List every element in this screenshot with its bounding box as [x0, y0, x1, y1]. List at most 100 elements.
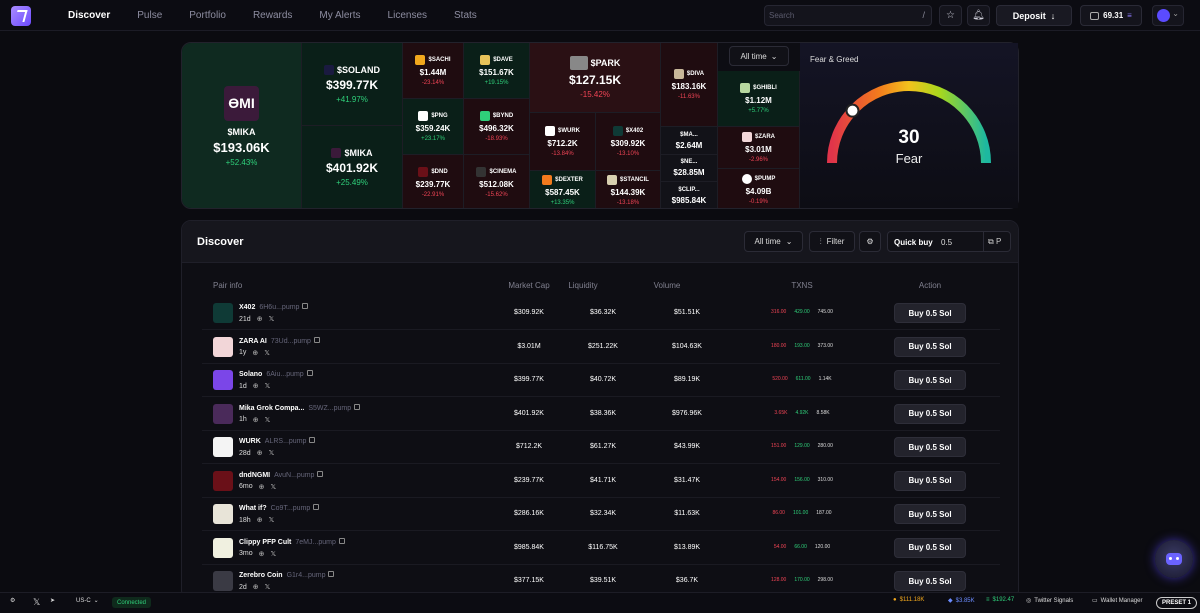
- globe-icon[interactable]: ⊕: [252, 584, 259, 591]
- preset-button[interactable]: PRESET 1: [1156, 597, 1198, 609]
- buy-button[interactable]: Buy 0.5 Sol: [894, 470, 966, 491]
- x-twitter-icon[interactable]: 𝕏: [270, 483, 277, 491]
- buy-button[interactable]: Buy 0.5 Sol: [894, 336, 966, 357]
- column-volume[interactable]: Volume: [653, 281, 681, 290]
- globe-icon[interactable]: ⊕: [252, 383, 259, 390]
- table-row[interactable]: WURK ALRS...pump 28d ⊕ 𝕏 $712.2K $61.27K $43.99…: [202, 431, 1000, 464]
- globe-icon[interactable]: ⊕: [256, 450, 263, 457]
- globe-icon[interactable]: ⊕: [258, 550, 265, 558]
- table-row[interactable]: Solano 6Aiu...pump 1d ⊕ 𝕏 $399.77K $40.72K $89.…: [202, 364, 1000, 397]
- heatmap-tile[interactable]: $NE... $28.85M: [661, 155, 718, 182]
- column-market-cap[interactable]: Market Cap: [508, 281, 550, 290]
- token-name[interactable]: X402 6H6u...pump: [239, 303, 309, 311]
- heatmap-tile[interactable]: $DIVA $183.16K -11.63%: [661, 43, 718, 127]
- heatmap-tile[interactable]: $WURK $712.2K -13.84%: [530, 113, 596, 171]
- buy-button[interactable]: Buy 0.5 Sol: [894, 370, 966, 390]
- heatmap-tile[interactable]: $CINEMA $512.08K -15.62%: [464, 155, 530, 208]
- x-twitter-icon[interactable]: 𝕏: [33, 597, 41, 607]
- token-name[interactable]: WURK ALRS...pump: [239, 437, 316, 445]
- app-logo[interactable]: [11, 6, 31, 26]
- copy-icon[interactable]: [309, 437, 316, 443]
- heatmap-tile[interactable]: ƟMI $MIKA $193.06K +52.43%: [182, 43, 302, 208]
- heatmap-tile[interactable]: $SOLAND $399.77K +41.97%: [302, 43, 403, 126]
- table-row[interactable]: What if? Co9T...pump 18h ⊕ 𝕏 $286.16K $32.34K $…: [202, 498, 1000, 531]
- heatmap-tile[interactable]: $GHIBLI $1.12M +5.77%: [718, 71, 800, 127]
- nav-portfolio[interactable]: Portfolio: [189, 10, 226, 21]
- nav-my-alerts[interactable]: My Alerts: [319, 10, 361, 21]
- heatmap-tile[interactable]: $DEXTER $587.45K +13.35%: [530, 171, 596, 208]
- heatmap-tile[interactable]: $PARK $127.15K -15.42%: [530, 43, 661, 113]
- token-name[interactable]: What if? Co9T...pump: [239, 504, 320, 512]
- nav-stats[interactable]: Stats: [454, 10, 477, 21]
- token-name[interactable]: dndNGMI AvuN...pump: [239, 470, 324, 479]
- x-twitter-icon[interactable]: 𝕏: [264, 584, 271, 591]
- token-name[interactable]: Zerebro Coin G1r4...pump: [239, 571, 335, 579]
- table-row[interactable]: X402 6H6u...pump 21d ⊕ 𝕏 $309.92K $36.32K $51.5…: [202, 297, 1000, 330]
- buy-button[interactable]: Buy 0.5 Sol: [894, 303, 966, 323]
- table-row[interactable]: ZARA AI 73Ud...pump 1y ⊕ 𝕏 $3.01M $251.22K $104…: [202, 331, 1000, 364]
- heatmap-tile[interactable]: $SACHI $1.44M -23.14%: [403, 43, 464, 99]
- table-row[interactable]: dndNGMI AvuN...pump 6mo ⊕ 𝕏 $239.77K $41.71K $3…: [202, 465, 1000, 498]
- heatmap-tile[interactable]: $X402 $309.92K -13.10%: [596, 113, 661, 171]
- settings-icon[interactable]: ⚙: [10, 598, 16, 604]
- time-filter-dropdown[interactable]: All time ⌄: [744, 231, 803, 252]
- settings-gear-icon[interactable]: ⚙: [859, 231, 881, 252]
- table-row[interactable]: Mika Grok Compa... S5WZ...pump 1h ⊕ 𝕏 $401.92…: [202, 398, 1000, 431]
- token-name[interactable]: ZARA AI 73Ud...pump: [239, 336, 320, 345]
- token-name[interactable]: Clippy PFP Cult 7eMJ...pump: [239, 537, 345, 546]
- column-txns[interactable]: TXNS: [791, 281, 813, 290]
- table-row[interactable]: Clippy PFP Cult 7eMJ...pump 3mo ⊕ 𝕏 $985.84K $…: [202, 532, 1000, 565]
- x-twitter-icon[interactable]: 𝕏: [268, 517, 275, 524]
- heatmap-tile[interactable]: $MA... $2.64M: [661, 127, 718, 155]
- buy-button[interactable]: Buy 0.5 Sol: [894, 437, 966, 457]
- globe-icon[interactable]: ⊕: [252, 349, 259, 357]
- token-name[interactable]: Mika Grok Compa... S5WZ...pump: [239, 403, 361, 412]
- copy-icon[interactable]: [338, 537, 345, 544]
- star-icon[interactable]: ☆: [939, 5, 962, 26]
- heatmap-tile[interactable]: $DND $239.77K -22.91%: [403, 155, 464, 208]
- x-twitter-icon[interactable]: 𝕏: [264, 416, 271, 424]
- copy-icon[interactable]: [354, 403, 361, 410]
- globe-icon[interactable]: ⊕: [256, 517, 263, 524]
- region-selector[interactable]: US-C ⌄: [76, 597, 99, 605]
- filter-button[interactable]: ⫶ Filter: [809, 231, 855, 252]
- twitter-signals-button[interactable]: ◎ Twitter Signals: [1026, 597, 1074, 605]
- deposit-button[interactable]: Deposit ↓: [996, 5, 1072, 26]
- wallet-manager-button[interactable]: ▭ Wallet Manager: [1092, 597, 1143, 605]
- user-menu[interactable]: ⌄: [1152, 5, 1184, 26]
- buy-button[interactable]: Buy 0.5 Sol: [894, 571, 966, 591]
- heatmap-tile[interactable]: $PUMP $4.09B -0.19%: [718, 169, 800, 208]
- heatmap-tile[interactable]: $STANCIL $144.39K -13.18%: [596, 171, 661, 208]
- buy-button[interactable]: Buy 0.5 Sol: [894, 504, 966, 524]
- bell-icon[interactable]: 🔔︎: [967, 5, 990, 26]
- buy-button[interactable]: Buy 0.5 Sol: [894, 537, 966, 558]
- token-name[interactable]: Solano 6Aiu...pump: [239, 370, 313, 378]
- heatmap-tile[interactable]: $MIKA $401.92K +25.49%: [302, 126, 403, 208]
- copy-icon[interactable]: [317, 470, 324, 477]
- nav-discover[interactable]: Discover: [68, 10, 111, 21]
- x-twitter-icon[interactable]: 𝕏: [270, 550, 277, 558]
- globe-icon[interactable]: ⊕: [258, 483, 265, 491]
- heatmap-tile[interactable]: $ZARA $3.01M -2.96%: [718, 127, 800, 169]
- x-twitter-icon[interactable]: 𝕏: [264, 383, 271, 390]
- copy-icon[interactable]: [306, 370, 313, 376]
- globe-icon[interactable]: ⊕: [252, 416, 259, 424]
- x-twitter-icon[interactable]: 𝕏: [264, 349, 270, 357]
- nav-rewards[interactable]: Rewards: [252, 10, 293, 21]
- nav-licenses[interactable]: Licenses: [387, 10, 428, 21]
- wallet-button[interactable]: 69.31 ≡: [1080, 5, 1142, 26]
- quick-buy-amount[interactable]: 0.5: [941, 238, 953, 247]
- search-input[interactable]: [769, 6, 909, 25]
- copy-icon[interactable]: [313, 504, 320, 510]
- heatmap-time-filter[interactable]: All time ⌄: [729, 46, 789, 66]
- buy-button[interactable]: Buy 0.5 Sol: [894, 403, 966, 424]
- copy-icon[interactable]: [313, 336, 320, 343]
- heatmap-tile[interactable]: $PNG $359.24K +23.17%: [403, 99, 464, 155]
- assistant-bot-button[interactable]: [1155, 540, 1193, 578]
- copy-icon[interactable]: [302, 303, 309, 309]
- copy-icon[interactable]: [328, 571, 335, 577]
- heatmap-tile[interactable]: $CLIP... $985.84K: [661, 182, 718, 208]
- heatmap-tile[interactable]: $BYND $496.32K -18.93%: [464, 99, 530, 155]
- heatmap-tile[interactable]: $DAVE $151.67K +19.15%: [464, 43, 530, 99]
- x-twitter-icon[interactable]: 𝕏: [268, 450, 275, 457]
